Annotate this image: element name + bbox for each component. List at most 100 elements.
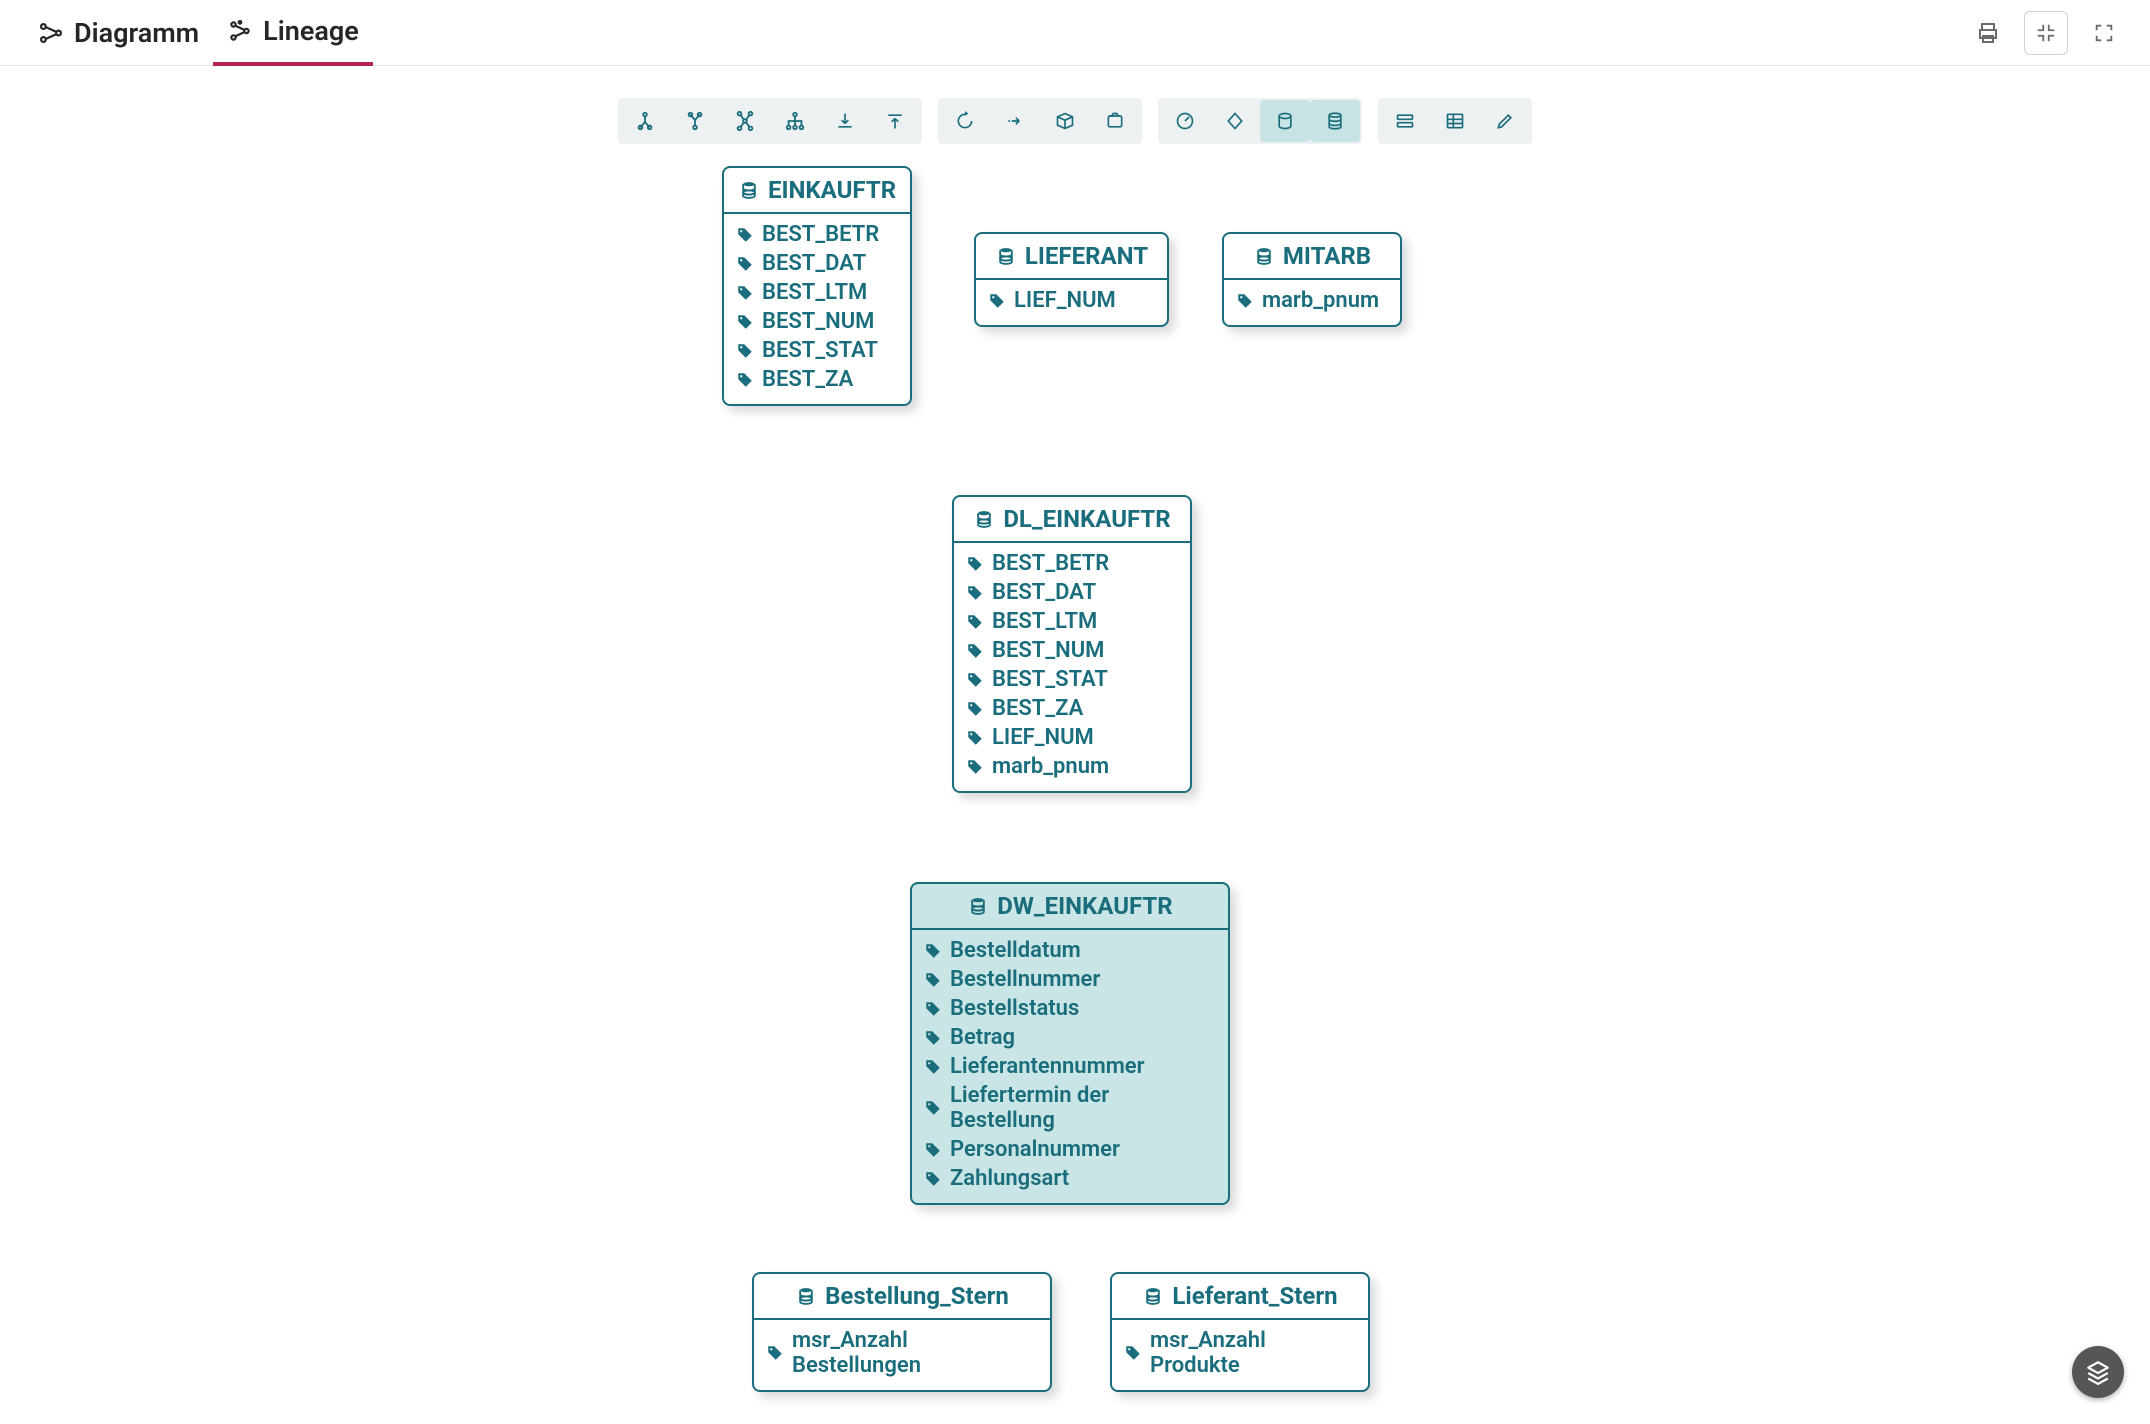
field-label: Betrag [950, 1025, 1015, 1050]
tab-bar: Diagramm Lineage [0, 0, 2150, 66]
node-title: Lieferant_Stern [1172, 1282, 1337, 1310]
field-label: Personalnummer [950, 1137, 1120, 1162]
field-label: BEST_NUM [992, 638, 1104, 663]
field-label: BEST_ZA [762, 367, 853, 392]
field-row[interactable]: BEST_STAT [964, 665, 1180, 694]
tag-icon [924, 971, 942, 989]
field-label: Bestellnummer [950, 967, 1100, 992]
field-label: Zahlungsart [950, 1166, 1069, 1191]
field-row[interactable]: BEST_DAT [964, 578, 1180, 607]
tag-icon [736, 255, 754, 273]
field-label: marb_pnum [1262, 288, 1379, 313]
tab-lineage[interactable]: Lineage [213, 0, 373, 66]
field-label: BEST_NUM [762, 309, 874, 334]
node-header: DL_EINKAUFTR [954, 497, 1190, 543]
tag-icon [988, 292, 1006, 310]
field-row[interactable]: BEST_ZA [964, 694, 1180, 723]
tag-icon [966, 584, 984, 602]
tag-icon [736, 342, 754, 360]
database-icon [995, 246, 1017, 266]
tab-diagram[interactable]: Diagramm [24, 0, 213, 66]
tag-icon [924, 1000, 942, 1018]
field-row[interactable]: Lieferantennummer [922, 1052, 1218, 1081]
field-label: BEST_BETR [762, 222, 879, 247]
node-body: msr_Anzahl Produkte [1112, 1320, 1368, 1390]
field-row[interactable]: BEST_BETR [734, 220, 900, 249]
node-body: LIEF_NUM [976, 280, 1167, 325]
field-row[interactable]: BEST_LTM [964, 607, 1180, 636]
collapse-icon[interactable] [2024, 11, 2068, 55]
field-row[interactable]: BEST_ZA [734, 365, 900, 394]
tag-icon [966, 700, 984, 718]
field-row[interactable]: marb_pnum [1234, 286, 1390, 315]
layers-fab[interactable] [2072, 1346, 2124, 1398]
tag-icon [924, 1141, 942, 1159]
field-row[interactable]: BEST_DAT [734, 249, 900, 278]
database-icon [738, 180, 760, 200]
node-header: Lieferant_Stern [1112, 1274, 1368, 1320]
field-row[interactable]: LIEF_NUM [986, 286, 1157, 315]
node-lieferant_stern[interactable]: Lieferant_Stern msr_Anzahl Produkte [1110, 1272, 1370, 1392]
tag-icon [736, 226, 754, 244]
tag-icon [1236, 292, 1254, 310]
field-row[interactable]: Bestellstatus [922, 994, 1218, 1023]
field-label: BEST_STAT [992, 667, 1108, 692]
node-bestellung_stern[interactable]: Bestellung_Sternmsr_Anzahl Bestellungen [752, 1272, 1052, 1392]
node-body: BEST_BETR BEST_DATBEST_LTMBEST_NUM BEST_ST… [724, 214, 910, 404]
tag-icon [966, 758, 984, 776]
node-body: msr_Anzahl Bestellungen [754, 1320, 1050, 1390]
field-row[interactable]: marb_pnum [964, 752, 1180, 781]
field-label: BEST_DAT [992, 580, 1096, 605]
node-body: BestelldatumBestellnummerBestellstatusBe… [912, 930, 1228, 1203]
field-row[interactable]: Bestellnummer [922, 965, 1218, 994]
node-title: EINKAUFTR [768, 176, 896, 204]
field-row[interactable]: BEST_BETR [964, 549, 1180, 578]
node-dl_einkauftr[interactable]: DL_EINKAUFTRBEST_BETRBEST_DATBEST_LTMBES… [952, 495, 1192, 793]
field-label: marb_pnum [992, 754, 1109, 779]
field-row[interactable]: LIEF_NUM [964, 723, 1180, 752]
field-label: BEST_BETR [992, 551, 1109, 576]
node-header: MITARB [1224, 234, 1400, 280]
tag-icon [966, 613, 984, 631]
tag-icon [966, 671, 984, 689]
field-row[interactable]: BEST_LTM [734, 278, 900, 307]
node-title: MITARB [1283, 242, 1371, 270]
tag-icon [924, 1029, 942, 1047]
database-icon [967, 896, 989, 916]
node-dw_einkauftr[interactable]: DW_EINKAUFTR BestelldatumBestellnummerBes… [910, 882, 1230, 1205]
field-row[interactable]: Personalnummer [922, 1135, 1218, 1164]
node-einkauftr[interactable]: EINKAUFTR BEST_BETR BEST_DATBEST_LTMBEST_N… [722, 166, 912, 406]
node-header: DW_EINKAUFTR [912, 884, 1228, 930]
field-row[interactable]: BEST_STAT [734, 336, 900, 365]
fullscreen-icon[interactable] [2082, 11, 2126, 55]
tag-icon [1124, 1344, 1142, 1362]
field-label: BEST_ZA [992, 696, 1083, 721]
field-row[interactable]: msr_Anzahl Produkte [1122, 1326, 1358, 1380]
field-row[interactable]: BEST_NUM [734, 307, 900, 336]
tag-icon [924, 942, 942, 960]
tab-diagram-label: Diagramm [74, 17, 199, 49]
field-row[interactable]: Betrag [922, 1023, 1218, 1052]
lineage-canvas[interactable]: EINKAUFTRBEST_BETRBEST_DATBEST_LTMBEST_N… [0, 70, 2150, 1424]
database-icon [1253, 246, 1275, 266]
node-lieferant[interactable]: LIEFERANT LIEF_NUM [974, 232, 1169, 327]
node-title: DW_EINKAUFTR [997, 892, 1172, 920]
tag-icon [924, 1099, 942, 1117]
field-row[interactable]: Zahlungsart [922, 1164, 1218, 1193]
field-row[interactable]: BEST_NUM [964, 636, 1180, 665]
print-icon[interactable] [1966, 11, 2010, 55]
field-row[interactable]: Bestelldatum [922, 936, 1218, 965]
edges-layer [0, 70, 300, 220]
field-row[interactable]: Liefertermin der Bestellung [922, 1081, 1218, 1135]
field-label: BEST_DAT [762, 251, 866, 276]
node-header: LIEFERANT [976, 234, 1167, 280]
top-actions [1966, 11, 2126, 55]
tag-icon [736, 313, 754, 331]
field-row[interactable]: msr_Anzahl Bestellungen [764, 1326, 1040, 1380]
field-label: BEST_STAT [762, 338, 878, 363]
tag-icon [924, 1170, 942, 1188]
node-body: marb_pnum [1224, 280, 1400, 325]
diagram-icon [38, 20, 64, 46]
database-icon [795, 1286, 817, 1306]
node-mitarb[interactable]: MITARB marb_pnum [1222, 232, 1402, 327]
